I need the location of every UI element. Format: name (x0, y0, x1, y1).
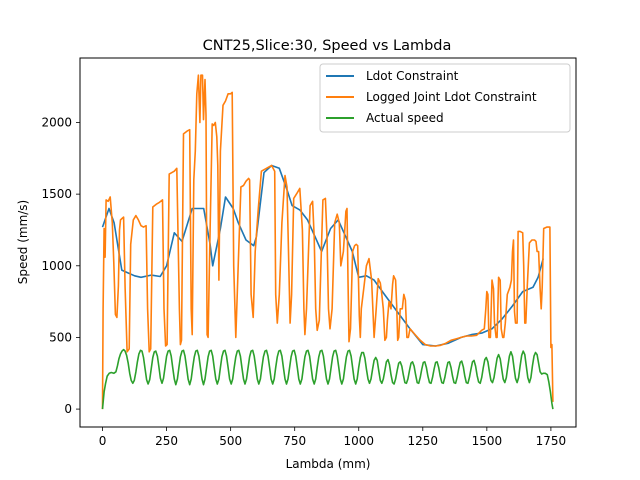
plot-frame (79, 57, 577, 428)
legend-label-actual-speed: Actual speed (366, 111, 444, 125)
y-tick-label-0: 0 (64, 402, 72, 416)
legend: Ldot Constraint Logged Joint Ldot Constr… (319, 63, 571, 133)
x-axis-label: Lambda (mm) (286, 457, 371, 471)
chart-title: CNT25,Slice:30, Speed vs Lambda (203, 38, 452, 54)
y-tick-label-500: 500 (49, 330, 72, 344)
x-tick-label-250: 250 (155, 434, 178, 448)
y-tick-label-1500: 1500 (41, 187, 72, 201)
y-axis-label: Speed (mm/s) (16, 200, 30, 284)
x-tick-label-1500: 1500 (472, 434, 503, 448)
x-axis: 0 250 500 750 1000 1250 1500 1750 (99, 427, 566, 448)
series-line-logged-joint-ldot-constraint (101, 74, 554, 410)
x-tick-label-1000: 1000 (343, 434, 374, 448)
y-tick-label-1000: 1000 (41, 259, 72, 273)
series-layer (101, 74, 554, 410)
legend-box (319, 63, 571, 133)
legend-label-ldot-constraint: Ldot Constraint (366, 69, 459, 83)
legend-label-logged-joint-ldot-constraint: Logged Joint Ldot Constraint (366, 90, 537, 104)
x-tick-label-750: 750 (283, 434, 306, 448)
y-axis: 0 500 1000 1500 2000 (41, 115, 80, 416)
x-tick-label-500: 500 (219, 434, 242, 448)
y-tick-label-2000: 2000 (41, 115, 72, 129)
x-tick-label-1250: 1250 (408, 434, 439, 448)
x-tick-label-1750: 1750 (536, 434, 567, 448)
series-line-actual-speed (101, 348, 554, 410)
x-tick-label-0: 0 (99, 434, 107, 448)
